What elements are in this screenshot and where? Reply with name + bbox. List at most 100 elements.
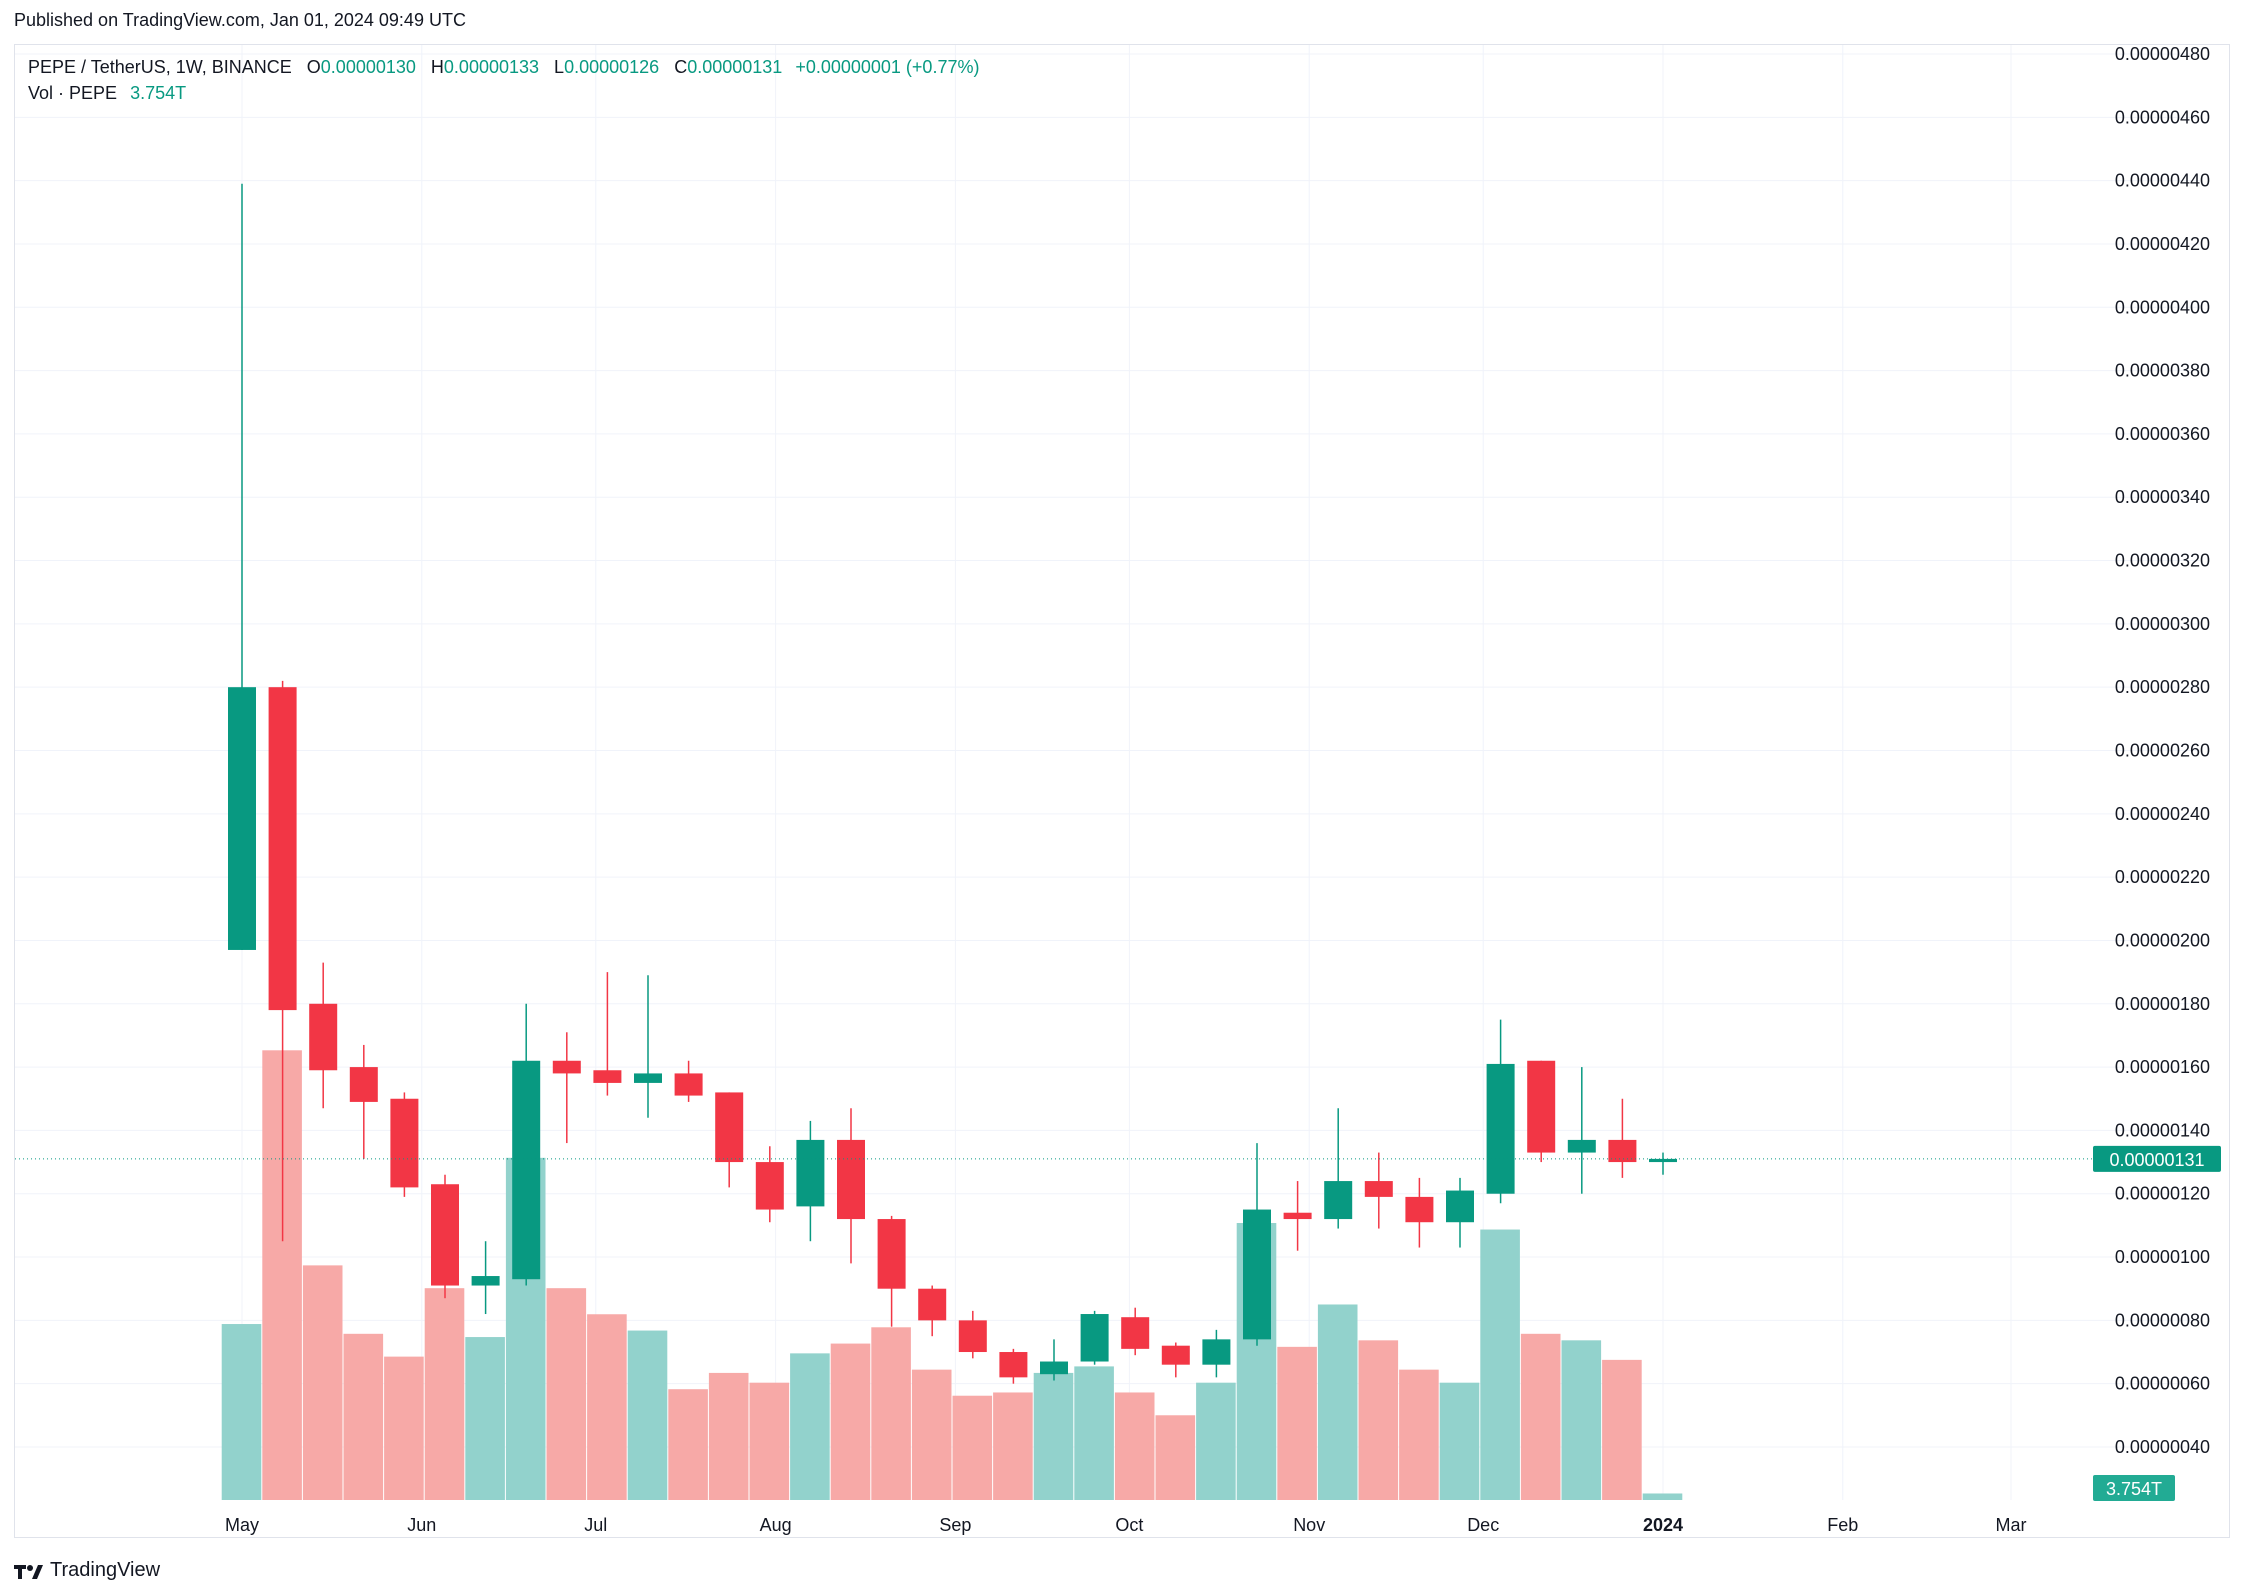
- volume-bar: [1033, 1372, 1074, 1500]
- candle-body: [796, 1139, 825, 1207]
- candle-body: [1649, 1158, 1677, 1163]
- x-tick-label: May: [225, 1515, 259, 1535]
- volume-bar: [1480, 1229, 1520, 1500]
- y-tick-label: 0.00000420: [2115, 234, 2210, 254]
- x-tick-label: Mar: [1996, 1515, 2027, 1535]
- candle-body: [755, 1162, 784, 1210]
- candle-body: [1161, 1345, 1190, 1365]
- volume-bar: [384, 1356, 424, 1500]
- volume-bar: [911, 1369, 952, 1500]
- candle-body: [1405, 1196, 1434, 1223]
- candle-body: [1202, 1339, 1231, 1365]
- candle-body: [349, 1067, 378, 1102]
- legend-low-label: L: [554, 57, 565, 77]
- candle-body: [431, 1184, 459, 1286]
- y-tick-label: 0.00000120: [2115, 1184, 2210, 1204]
- y-tick-label: 0.00000140: [2115, 1120, 2210, 1140]
- candle-body: [1040, 1361, 1068, 1375]
- candle-body: [309, 1003, 338, 1071]
- y-tick-label: 0.00000360: [2115, 424, 2210, 444]
- candle-body: [471, 1276, 500, 1286]
- y-tick-label: 0.00000380: [2115, 361, 2210, 381]
- candle-body: [1527, 1060, 1556, 1153]
- volume-bar: [546, 1288, 587, 1500]
- y-tick-label: 0.00000260: [2115, 741, 2210, 761]
- volume-bar: [587, 1314, 627, 1500]
- candle-body: [1324, 1181, 1353, 1220]
- volume-bar: [627, 1330, 668, 1500]
- volume-bar: [952, 1395, 993, 1500]
- volume-bar: [1439, 1382, 1480, 1500]
- volume-bar: [668, 1389, 708, 1500]
- candle-body: [1608, 1139, 1637, 1163]
- volume-bar: [1155, 1415, 1196, 1500]
- legend-volume-row: Vol · PEPE 3.754T: [28, 80, 979, 106]
- y-tick-label: 0.00000320: [2115, 551, 2210, 571]
- candle-body: [1283, 1212, 1312, 1220]
- y-tick-label: 0.00000200: [2115, 930, 2210, 950]
- candle-body: [837, 1139, 865, 1220]
- candle-body: [999, 1352, 1028, 1378]
- volume-bar: [221, 1324, 262, 1500]
- volume-bar: [1561, 1340, 1602, 1500]
- candle-body: [634, 1073, 662, 1083]
- volume-bar: [708, 1372, 749, 1500]
- legend-high-value: 0.00000133: [443, 57, 540, 77]
- y-tick-label: 0.00000480: [2115, 44, 2210, 64]
- candle-body: [958, 1320, 987, 1353]
- volume-bar: [465, 1337, 505, 1500]
- y-tick-label: 0.00000220: [2115, 867, 2210, 887]
- candle-body: [674, 1073, 703, 1096]
- volume-bar: [1277, 1346, 1317, 1500]
- volume-bar: [1317, 1304, 1358, 1500]
- last-price-badge: [2093, 1145, 2221, 1172]
- candle-body: [918, 1288, 947, 1321]
- candle-body: [1567, 1139, 1596, 1153]
- published-header: Published on TradingView.com, Jan 01, 20…: [14, 10, 466, 30]
- candle-body: [552, 1060, 581, 1074]
- y-tick-label: 0.00000160: [2115, 1057, 2210, 1077]
- x-tick-label: Oct: [1115, 1515, 1143, 1535]
- volume-bar: [1642, 1493, 1683, 1500]
- y-tick-label: 0.00000340: [2115, 487, 2210, 507]
- legend-change: +0.00000001 (+0.77%): [795, 57, 980, 77]
- y-tick-label: 0.00000300: [2115, 614, 2210, 634]
- y-tick-label: 0.00000060: [2115, 1374, 2210, 1394]
- legend-ohlc-row: PEPE / TetherUS, 1W, BINANCE O0.00000130…: [28, 54, 979, 80]
- volume-bar: [302, 1265, 343, 1500]
- candle-body: [268, 687, 297, 1011]
- legend-volume-value: 3.754T: [130, 83, 187, 103]
- candle-body: [390, 1098, 419, 1188]
- candle-body: [512, 1060, 541, 1280]
- volume-bar: [1196, 1382, 1236, 1500]
- volume-bar: [1074, 1366, 1114, 1500]
- legend-close-label: C: [674, 57, 688, 77]
- volume-bar: [343, 1333, 384, 1500]
- x-tick-label: Sep: [939, 1515, 971, 1535]
- candle-body: [1364, 1181, 1393, 1197]
- legend-volume-label[interactable]: Vol · PEPE: [28, 83, 118, 103]
- candle-body: [877, 1219, 906, 1289]
- volume-bar: [424, 1288, 465, 1500]
- y-tick-label: 0.00000400: [2115, 297, 2210, 317]
- brand-name: TradingView: [50, 1559, 161, 1581]
- chart-legend: PEPE / TetherUS, 1W, BINANCE O0.00000130…: [28, 54, 979, 106]
- candle-body: [228, 687, 256, 950]
- volume-bar: [1114, 1392, 1155, 1500]
- y-tick-label: 0.00000080: [2115, 1310, 2210, 1330]
- legend-open-label: O: [306, 57, 321, 77]
- tradingview-brand[interactable]: TradingView: [14, 1559, 160, 1582]
- legend-symbol[interactable]: PEPE / TetherUS, 1W, BINANCE: [28, 57, 292, 77]
- volume-bar: [830, 1343, 871, 1500]
- volume-bar: [871, 1327, 911, 1500]
- x-tick-label: Nov: [1293, 1515, 1325, 1535]
- chart-frame: [14, 44, 2230, 1538]
- volume-bar: [1602, 1359, 1642, 1500]
- y-tick-label: 0.00000180: [2115, 994, 2210, 1014]
- candle-body: [1486, 1063, 1515, 1194]
- last-price-label: 0.00000131: [2109, 1150, 2204, 1170]
- x-tick-label: Feb: [1827, 1515, 1858, 1535]
- volume-badge: [2093, 1475, 2175, 1501]
- y-tick-label: 0.00000440: [2115, 171, 2210, 191]
